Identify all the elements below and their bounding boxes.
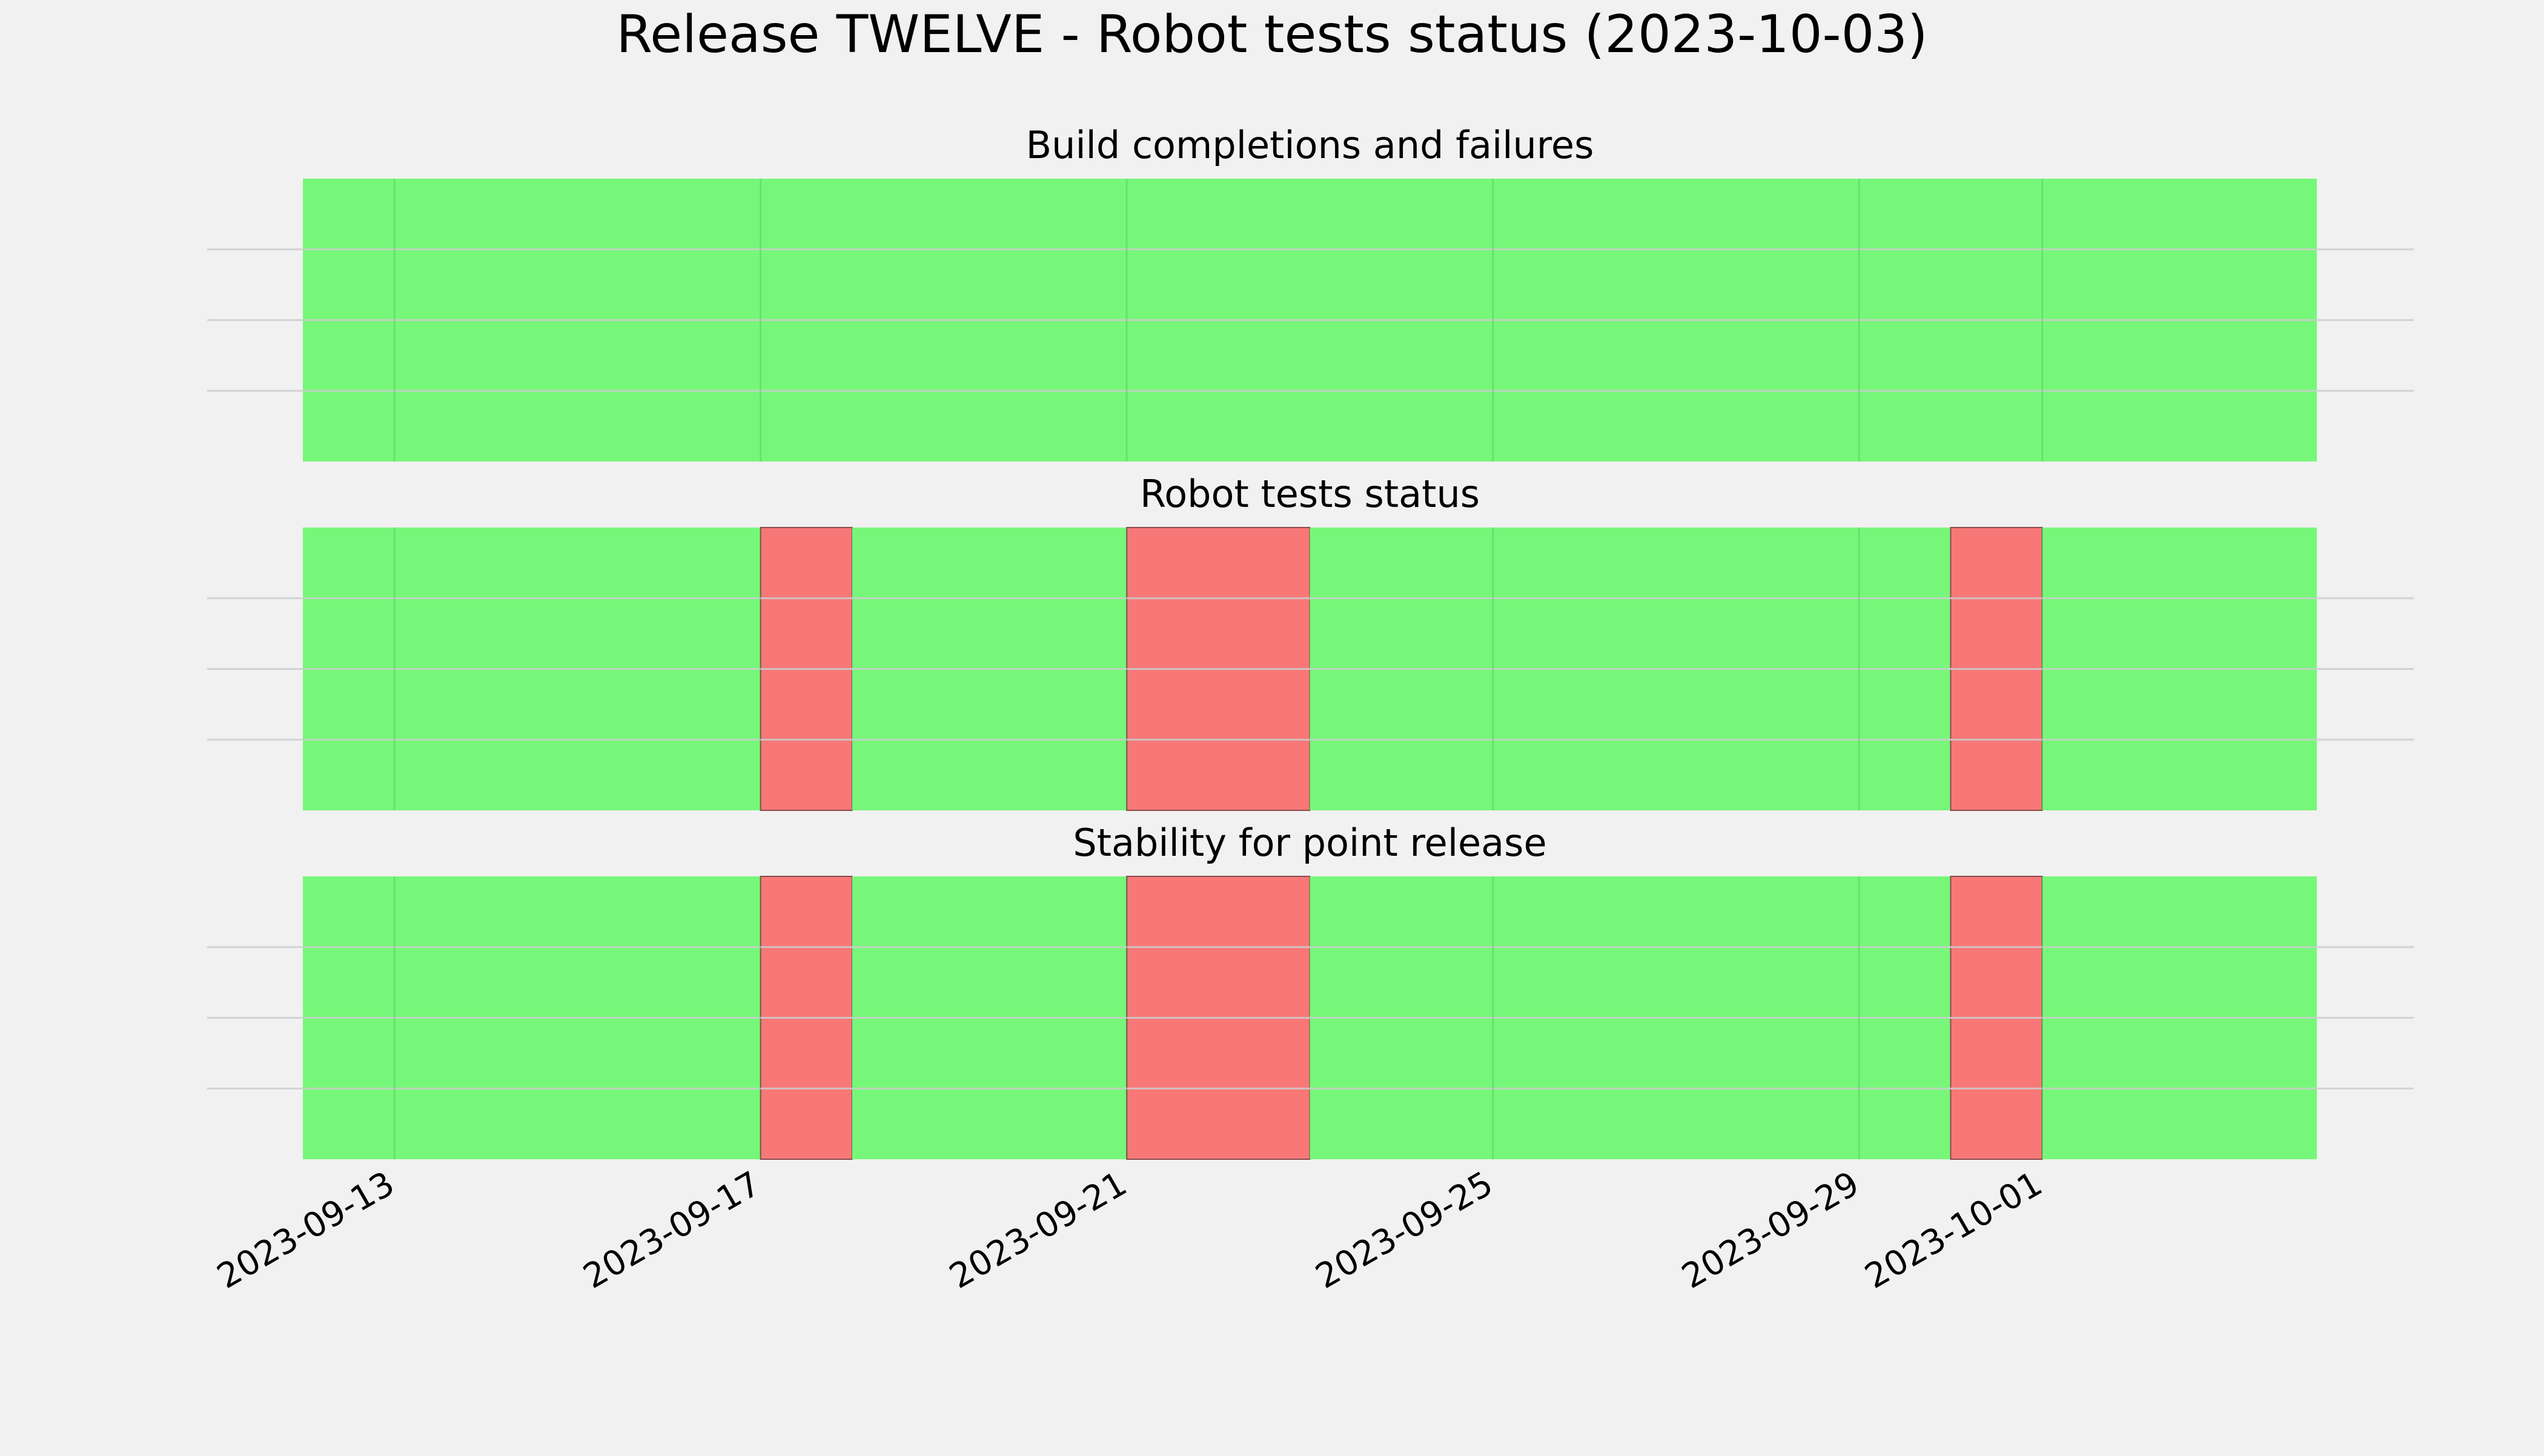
x-tick-label: 2023-09-29 — [1675, 1164, 1866, 1297]
x-tick-label: 2023-09-25 — [1309, 1164, 1499, 1297]
x-tick-label: 2023-09-17 — [577, 1164, 767, 1297]
x-tick-label: 2023-09-21 — [943, 1164, 1133, 1297]
panel-title: Stability for point release — [1073, 821, 1546, 865]
chart-title: Release TWELVE - Robot tests status (202… — [616, 4, 1927, 65]
x-tick-label: 2023-09-13 — [211, 1164, 401, 1297]
panel-title: Build completions and failures — [1026, 123, 1594, 167]
x-tick-label: 2023-10-01 — [1858, 1164, 2049, 1297]
panel-title: Robot tests status — [1140, 472, 1480, 516]
